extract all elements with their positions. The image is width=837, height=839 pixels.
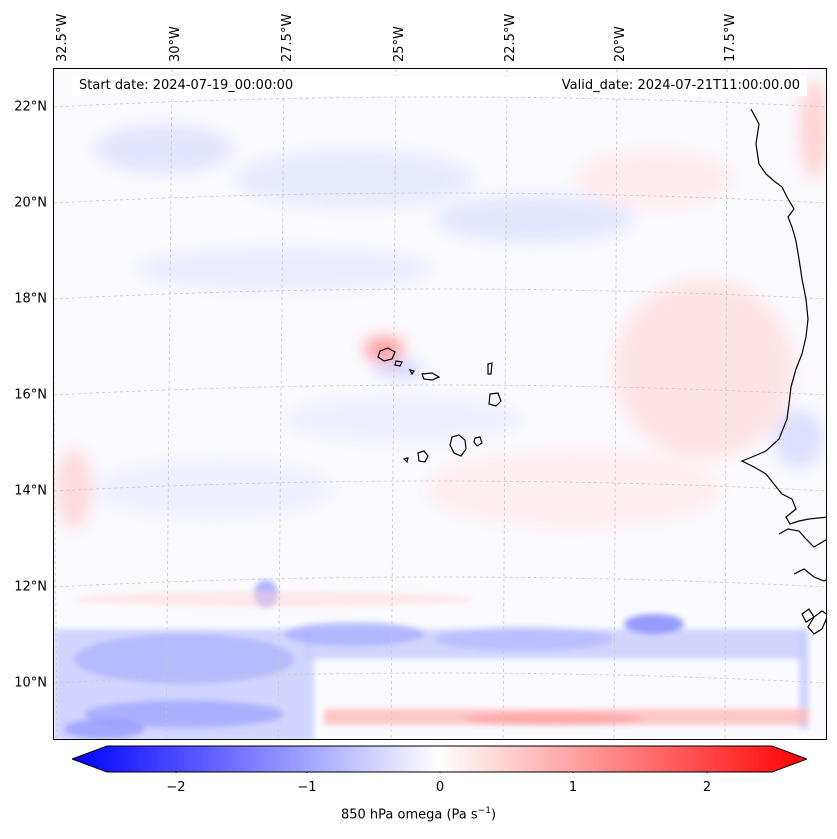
lat-label: 10°N bbox=[14, 675, 47, 691]
lat-label: 22°N bbox=[14, 99, 47, 115]
latitude-labels: 22°N 20°N 18°N 16°N 14°N 12°N 10°N bbox=[0, 0, 53, 760]
convective-band bbox=[54, 580, 809, 739]
lon-label: 20°W bbox=[613, 26, 628, 62]
lat-label: 16°N bbox=[14, 387, 47, 403]
lon-label: 22.5°W bbox=[503, 13, 518, 62]
colorbar-tick-label: −1 bbox=[297, 780, 317, 795]
start-date-label: Start date: 2024-07-19_00:00:00 bbox=[79, 78, 294, 93]
lon-label: 27.5°W bbox=[280, 13, 295, 62]
colorbar-ticks bbox=[175, 772, 708, 773]
colorbar bbox=[72, 745, 807, 773]
lat-label: 20°N bbox=[14, 195, 47, 211]
gridlines bbox=[54, 69, 826, 739]
colorbar-label-close: ) bbox=[490, 807, 497, 823]
colorbar-label-exponent: −1 bbox=[477, 806, 491, 816]
colorbar-tick-label: 0 bbox=[435, 780, 445, 795]
lat-label: 12°N bbox=[14, 579, 47, 595]
lon-label: 25°W bbox=[392, 26, 407, 62]
lat-label: 18°N bbox=[14, 291, 47, 307]
lon-label: 32.5°W bbox=[55, 13, 70, 62]
omega-map bbox=[53, 68, 827, 740]
longitude-labels: 32.5°W 30°W 27.5°W 25°W 22.5°W 20°W 17.5… bbox=[0, 0, 837, 68]
colorbar-label: 850 hPa omega (Pa s−1) bbox=[0, 806, 837, 822]
lon-label: 17.5°W bbox=[723, 13, 738, 62]
lon-label: 30°W bbox=[168, 26, 183, 62]
valid-date-label: Valid_date: 2024-07-21T11:00:00.00 bbox=[561, 78, 800, 93]
colorbar-tick-label: −2 bbox=[166, 780, 186, 795]
colorbar-label-text: 850 hPa omega (Pa s bbox=[340, 807, 478, 823]
lat-label: 14°N bbox=[14, 483, 47, 499]
omega-shading bbox=[56, 79, 826, 529]
colorbar-tick-label: 2 bbox=[702, 780, 712, 795]
colorbar-tick-label: 1 bbox=[568, 780, 578, 795]
islands bbox=[377, 347, 502, 464]
title-band bbox=[72, 76, 807, 96]
coastline bbox=[740, 108, 826, 635]
omega-field bbox=[54, 69, 826, 739]
